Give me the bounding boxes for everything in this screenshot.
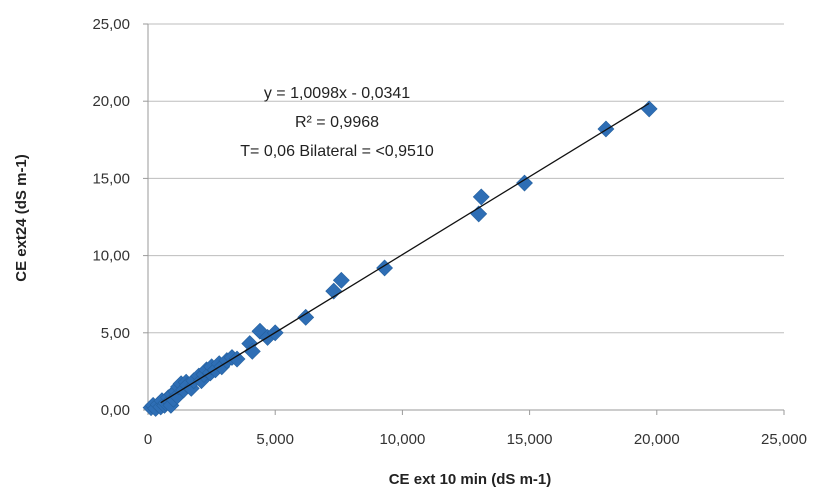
x-tick-label: 0 [144, 431, 152, 448]
data-point [516, 174, 533, 192]
y-tick-labels: 0,00 5,00 10,00 15,00 20,00 25,00 [92, 16, 130, 419]
data-point [297, 308, 315, 326]
data-point [376, 259, 394, 277]
y-axis-title: CE ext24 (dS m-1) [13, 154, 30, 282]
data-point [325, 282, 343, 300]
equation-label: y = 1,0098x - 0,0341 [264, 85, 410, 102]
y-tick-label: 10,00 [92, 248, 130, 265]
data-point [640, 100, 658, 118]
x-tick-labels: 0 5,000 10,000 15,000 20,000 25,000 [144, 431, 807, 448]
r-squared-label: R² = 0,9968 [295, 114, 379, 131]
y-tick-label: 25,00 [92, 16, 130, 33]
y-tick-label: 0,00 [101, 402, 130, 419]
data-point [332, 271, 350, 289]
x-tick-label: 10,000 [379, 431, 425, 448]
x-tick-label: 15,000 [507, 431, 553, 448]
data-point [472, 188, 490, 206]
t-test-label: T= 0,06 Bilateral = <0,9510 [240, 143, 434, 160]
x-axis-title: CE ext 10 min (dS m-1) [389, 471, 552, 488]
y-tick-label: 15,00 [92, 170, 130, 187]
x-tick-label: 25,000 [761, 431, 807, 448]
x-tick-label: 5,000 [256, 431, 294, 448]
trendline [160, 102, 650, 404]
data-point [228, 350, 246, 368]
data-point [597, 120, 615, 138]
x-tick-label: 20,000 [634, 431, 680, 448]
y-tick-label: 20,00 [92, 93, 130, 110]
y-tick-label: 5,00 [101, 325, 130, 342]
data-point [243, 342, 261, 360]
